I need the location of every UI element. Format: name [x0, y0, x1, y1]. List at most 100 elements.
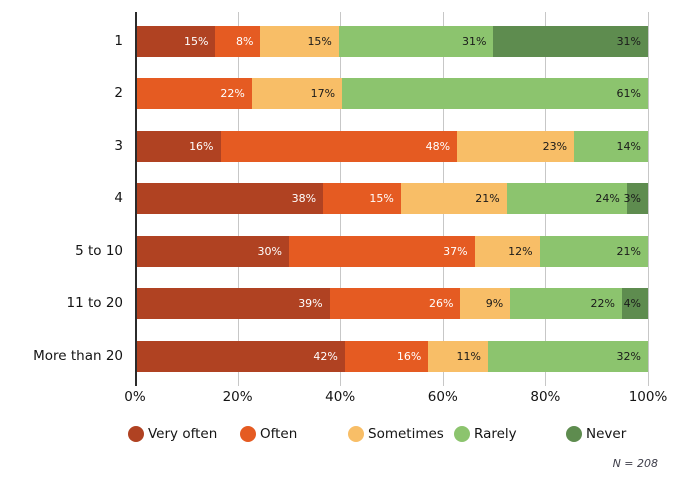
- category-label: More than 20: [33, 347, 123, 364]
- bar-segment-value: 17%: [310, 87, 336, 100]
- bar-segment: 23%: [457, 130, 575, 162]
- x-tick-label: 100%: [628, 389, 668, 405]
- bar-segment: 61%: [342, 78, 648, 109]
- bar-segment-value: 15%: [369, 192, 394, 205]
- bar-segment: 16%: [344, 340, 429, 372]
- bar-segment: 16%: [137, 130, 221, 162]
- category-label: 1: [114, 32, 123, 49]
- bar-segment-value: 37%: [443, 244, 468, 258]
- bar-segment-value: 31%: [616, 34, 642, 48]
- bar-segment: 21%: [400, 183, 507, 214]
- bar-segment-value: 3%: [623, 192, 641, 205]
- bar-segment: 9%: [460, 288, 511, 319]
- category-label: 2: [114, 85, 123, 101]
- bar-segment-value: 30%: [257, 244, 282, 258]
- bar-segment-value: 21%: [475, 192, 500, 205]
- bar-segment-value: 11%: [456, 349, 481, 363]
- legend: Very often Often Sometimes Rarely Never: [0, 424, 675, 444]
- legend-item: Often: [240, 424, 297, 444]
- legend-label: Sometimes: [368, 426, 444, 442]
- bar-segment-value: 4%: [623, 297, 642, 310]
- x-tick-label: 20%: [222, 389, 253, 405]
- bar-segment: 39%: [137, 288, 330, 319]
- plot-area: 15% 8% 15% 31% 31% 22% 17% 61% 16% 48% 23% 14% 38% 15…: [135, 12, 649, 386]
- bar-segment: 4%: [621, 288, 649, 319]
- bar-segment: 15%: [260, 25, 339, 57]
- legend-label: Never: [586, 426, 627, 442]
- bar-segment-value: 16%: [189, 139, 214, 153]
- legend-marker-icon: [454, 426, 470, 442]
- bar-segment-value: 39%: [298, 297, 323, 310]
- category-label: 3: [114, 137, 123, 154]
- bar-row: 39% 26% 9% 22% 4%: [137, 288, 649, 319]
- bar-segment: 38%: [137, 183, 324, 214]
- bar-segment-value: 14%: [616, 139, 641, 153]
- bar-segment: 15%: [137, 25, 216, 57]
- bar-segment-value: 24%: [595, 192, 620, 205]
- bar-row: 15% 8% 15% 31% 31%: [137, 25, 649, 57]
- bar-segment-value: 16%: [396, 349, 422, 363]
- bar-row: 38% 15% 21% 24% 3%: [137, 183, 648, 214]
- bar-segment-value: 8%: [236, 34, 254, 48]
- bar-row: 16% 48% 23% 14%: [137, 130, 648, 162]
- bar-segment-value: 15%: [307, 34, 332, 48]
- bar-segment-value: 9%: [485, 297, 504, 310]
- bar-segment: 37%: [288, 235, 475, 267]
- bar-segment-value: 38%: [291, 192, 317, 205]
- legend-label: Very often: [148, 426, 218, 442]
- bar-segment: 21%: [539, 235, 648, 267]
- bar-segment-value: 23%: [542, 139, 568, 153]
- bar-segment: 48%: [220, 130, 458, 162]
- legend-marker-icon: [240, 426, 256, 442]
- bar-segment: 24%: [506, 183, 627, 214]
- bar-row: 30% 37% 12% 21%: [137, 235, 648, 267]
- bar-segment-value: 12%: [508, 244, 533, 258]
- bar-segment-value: 26%: [428, 297, 454, 310]
- gridline: [648, 12, 649, 386]
- bar-row: 42% 16% 11% 32%: [137, 340, 648, 372]
- bar-segment: 31%: [493, 25, 649, 57]
- y-axis-line: [135, 12, 137, 386]
- bar-segment: 11%: [428, 340, 488, 372]
- bar-segment: 12%: [474, 235, 540, 267]
- bar-segment-value: 48%: [425, 139, 451, 153]
- legend-item: Very often: [128, 424, 217, 444]
- legend-marker-icon: [348, 426, 364, 442]
- bar-segment-value: 21%: [616, 244, 641, 258]
- bar-segment: 22%: [510, 288, 622, 319]
- legend-label: Rarely: [474, 426, 517, 442]
- bar-segment: 3%: [623, 183, 648, 214]
- bar-segment: 22%: [137, 78, 252, 109]
- x-tick-label: 60%: [427, 389, 458, 405]
- bar-segment: 31%: [338, 25, 494, 57]
- legend-marker-icon: [128, 426, 144, 442]
- category-label: 11 to 20: [66, 295, 124, 311]
- sample-size-note: N = 208: [612, 457, 658, 470]
- bar-segment: 8%: [215, 25, 261, 57]
- bar-segment: 17%: [251, 78, 343, 109]
- legend-item: Sometimes: [348, 424, 444, 444]
- bar-segment-value: 32%: [616, 349, 641, 363]
- bar-segment-value: 42%: [313, 349, 338, 363]
- x-tick-label: 40%: [325, 389, 356, 405]
- bar-segment-value: 31%: [462, 34, 487, 48]
- legend-marker-icon: [566, 426, 582, 442]
- category-label: 4: [114, 190, 123, 206]
- bar-segment: 14%: [574, 130, 648, 162]
- category-label: 5 to 10: [75, 242, 123, 259]
- bar-segment: 30%: [137, 235, 289, 267]
- legend-label: Often: [260, 426, 298, 442]
- bar-row: 22% 17% 61%: [137, 78, 648, 109]
- bar-segment: 15%: [323, 183, 401, 214]
- legend-item: Rarely: [454, 424, 517, 444]
- bar-segment: 26%: [329, 288, 461, 319]
- bar-segment-value: 15%: [183, 34, 209, 48]
- bar-segment-value: 22%: [590, 297, 615, 310]
- bar-segment: 42%: [137, 340, 345, 372]
- bar-segment: 32%: [487, 340, 648, 372]
- x-tick-label: 80%: [530, 389, 561, 405]
- bar-segment-value: 22%: [220, 87, 245, 100]
- legend-item: Never: [566, 424, 626, 444]
- bar-segment-value: 61%: [616, 87, 641, 100]
